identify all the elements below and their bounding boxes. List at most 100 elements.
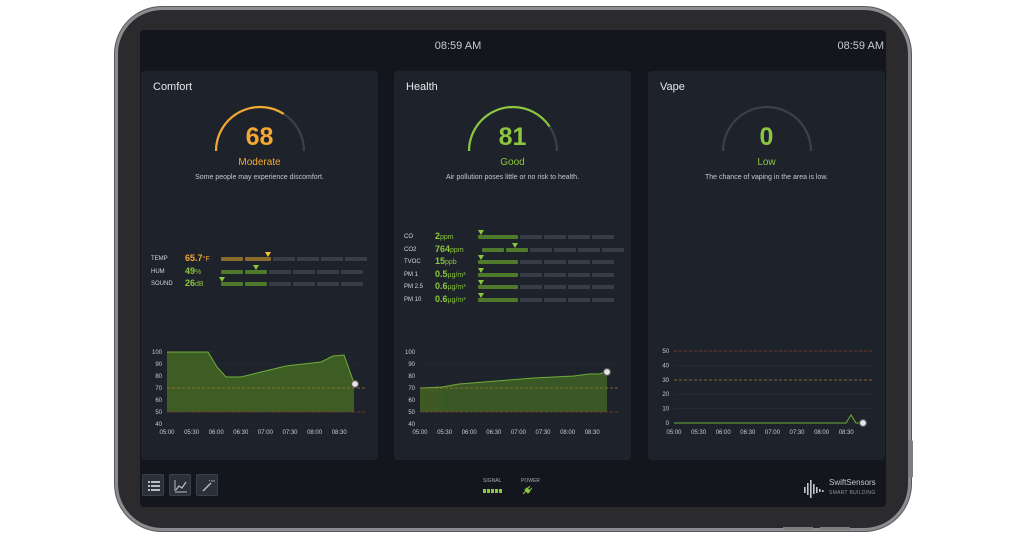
metric-marker-icon [478,292,484,298]
metric-marker-icon [478,280,484,286]
vape-history-chart: 50 40 30 20 10 0 05:00 05:30 06:00 06:30 07:00 07:… [662,349,872,436]
health-description: Air pollution poses little or no risk to… [445,174,580,181]
y-tick-label: 50 [408,410,415,416]
metric-value: 15ppb [435,256,457,267]
settings-wand-button[interactable] [196,474,218,496]
magic-wand-icon [202,479,215,492]
metric-label: PM 2.5 [404,284,424,291]
card-vape[interactable]: Vape 0 Low The chance of vaping in the a… [648,71,885,460]
metric-value: 0.6µg/m³ [435,293,466,304]
y-tick-label: 90 [408,362,415,368]
comfort-score: 68 [245,123,274,151]
dashboard-screen: 08:59 AM 08:59 AM Comfort 68 Moderate So… [140,30,886,507]
x-tick-label: 07:00 [765,430,781,436]
y-tick-label: 20 [662,392,669,398]
vape-status: Low [757,157,776,168]
metric-marker-icon [478,255,484,261]
metric-scale-bar [478,272,614,277]
brand-name: SwiftSensors [829,478,876,487]
metric-value: 764ppm [435,243,464,254]
x-tick-label: 06:00 [716,430,732,436]
metric-label: CO [404,234,413,240]
x-tick-label: 06:00 [462,430,478,436]
y-tick-label: 60 [155,398,162,404]
metric-value: 65.7°F [185,253,210,263]
chart-current-point [858,418,868,428]
x-tick-label: 07:00 [258,430,274,436]
card-comfort[interactable]: Comfort 68 Moderate Some people may expe… [141,71,378,460]
card-title: Health [406,81,438,93]
metric-scale-bar [478,297,614,302]
metric-marker-icon [265,252,271,257]
y-tick-label: 40 [155,422,162,428]
y-tick-label: 50 [662,349,669,355]
trend-chart-icon [174,480,187,493]
list-icon [148,481,160,491]
metric-scale-bar [478,235,614,239]
x-tick-label: 06:30 [740,430,756,436]
metric-value: 0.6µg/m³ [435,281,466,292]
signal-label: SIGNAL [483,478,502,484]
comfort-gauge [214,105,306,152]
vape-description: The chance of vaping in the area is low. [705,174,828,181]
card-health[interactable]: Health 81 Good Air pollution poses littl… [394,71,631,460]
health-history-chart: 100 90 80 70 60 50 40 05:00 05:30 06:00 06:30 07:0… [405,350,618,436]
metric-value: 2ppm [435,231,454,241]
brand-subtitle: SMART BUILDING [829,490,876,496]
metric-value: 26dB [185,278,204,289]
chart-current-point [350,379,360,389]
x-tick-label: 08:00 [560,430,576,436]
metric-label: HUM [151,268,165,275]
x-tick-label: 08:30 [839,430,855,436]
list-view-button[interactable] [142,474,164,496]
y-tick-label: 70 [408,386,415,392]
comfort-description: Some people may experience discomfort. [195,174,324,181]
metric-value: 0.5µg/m³ [435,268,466,279]
y-tick-label: 10 [662,407,669,413]
comfort-history-chart: 100 90 80 70 60 50 40 05:00 05:30 06:00 06:30 07:0… [152,350,365,436]
vape-score: 0 [759,123,774,151]
health-status: Good [500,157,525,168]
metric-scale-bar [221,269,363,274]
x-tick-label: 05:00 [159,430,175,436]
y-tick-label: 100 [152,350,163,356]
metric-marker-icon [219,277,225,283]
y-tick-label: 40 [408,422,415,428]
x-tick-label: 05:30 [691,430,707,436]
metric-label: SOUND [151,281,173,288]
trend-view-button[interactable] [169,474,191,496]
x-tick-label: 08:30 [332,430,348,436]
metric-label: PM 10 [404,296,422,303]
comfort-status: Moderate [238,157,281,168]
y-tick-label: 80 [155,374,162,380]
y-tick-label: 70 [155,386,162,392]
bottom-bar: SIGNAL POWER SwiftSensors SMART BUILDING [140,468,886,507]
x-tick-label: 05:30 [437,430,453,436]
swiftsensors-logo-icon [804,480,824,498]
tablet-side-button [908,440,913,478]
y-tick-label: 90 [155,362,162,368]
y-tick-label: 80 [408,374,415,380]
clock-center: 08:59 AM [434,40,482,52]
x-tick-label: 06:30 [233,430,249,436]
chart-current-point [602,367,612,377]
power-plug-icon [522,486,532,495]
tablet-bottom-button [820,527,850,530]
card-title: Vape [660,81,685,93]
brand-logo: SwiftSensors SMART BUILDING [803,478,883,502]
y-tick-label: 30 [662,378,669,384]
x-tick-label: 08:00 [307,430,323,436]
vape-gauge [721,105,813,152]
x-tick-label: 06:30 [486,430,502,436]
y-tick-label: 100 [405,350,416,356]
metric-value: 49% [185,265,202,276]
metric-scale-bar [221,257,367,261]
y-tick-label: 50 [155,410,162,416]
x-tick-label: 08:00 [814,430,830,436]
tablet-bottom-button [783,527,813,530]
metric-marker-icon [478,267,484,273]
y-tick-label: 60 [408,398,415,404]
metric-scale-bar [221,282,363,287]
metric-label: CO2 [404,246,417,253]
x-tick-label: 06:00 [209,430,225,436]
